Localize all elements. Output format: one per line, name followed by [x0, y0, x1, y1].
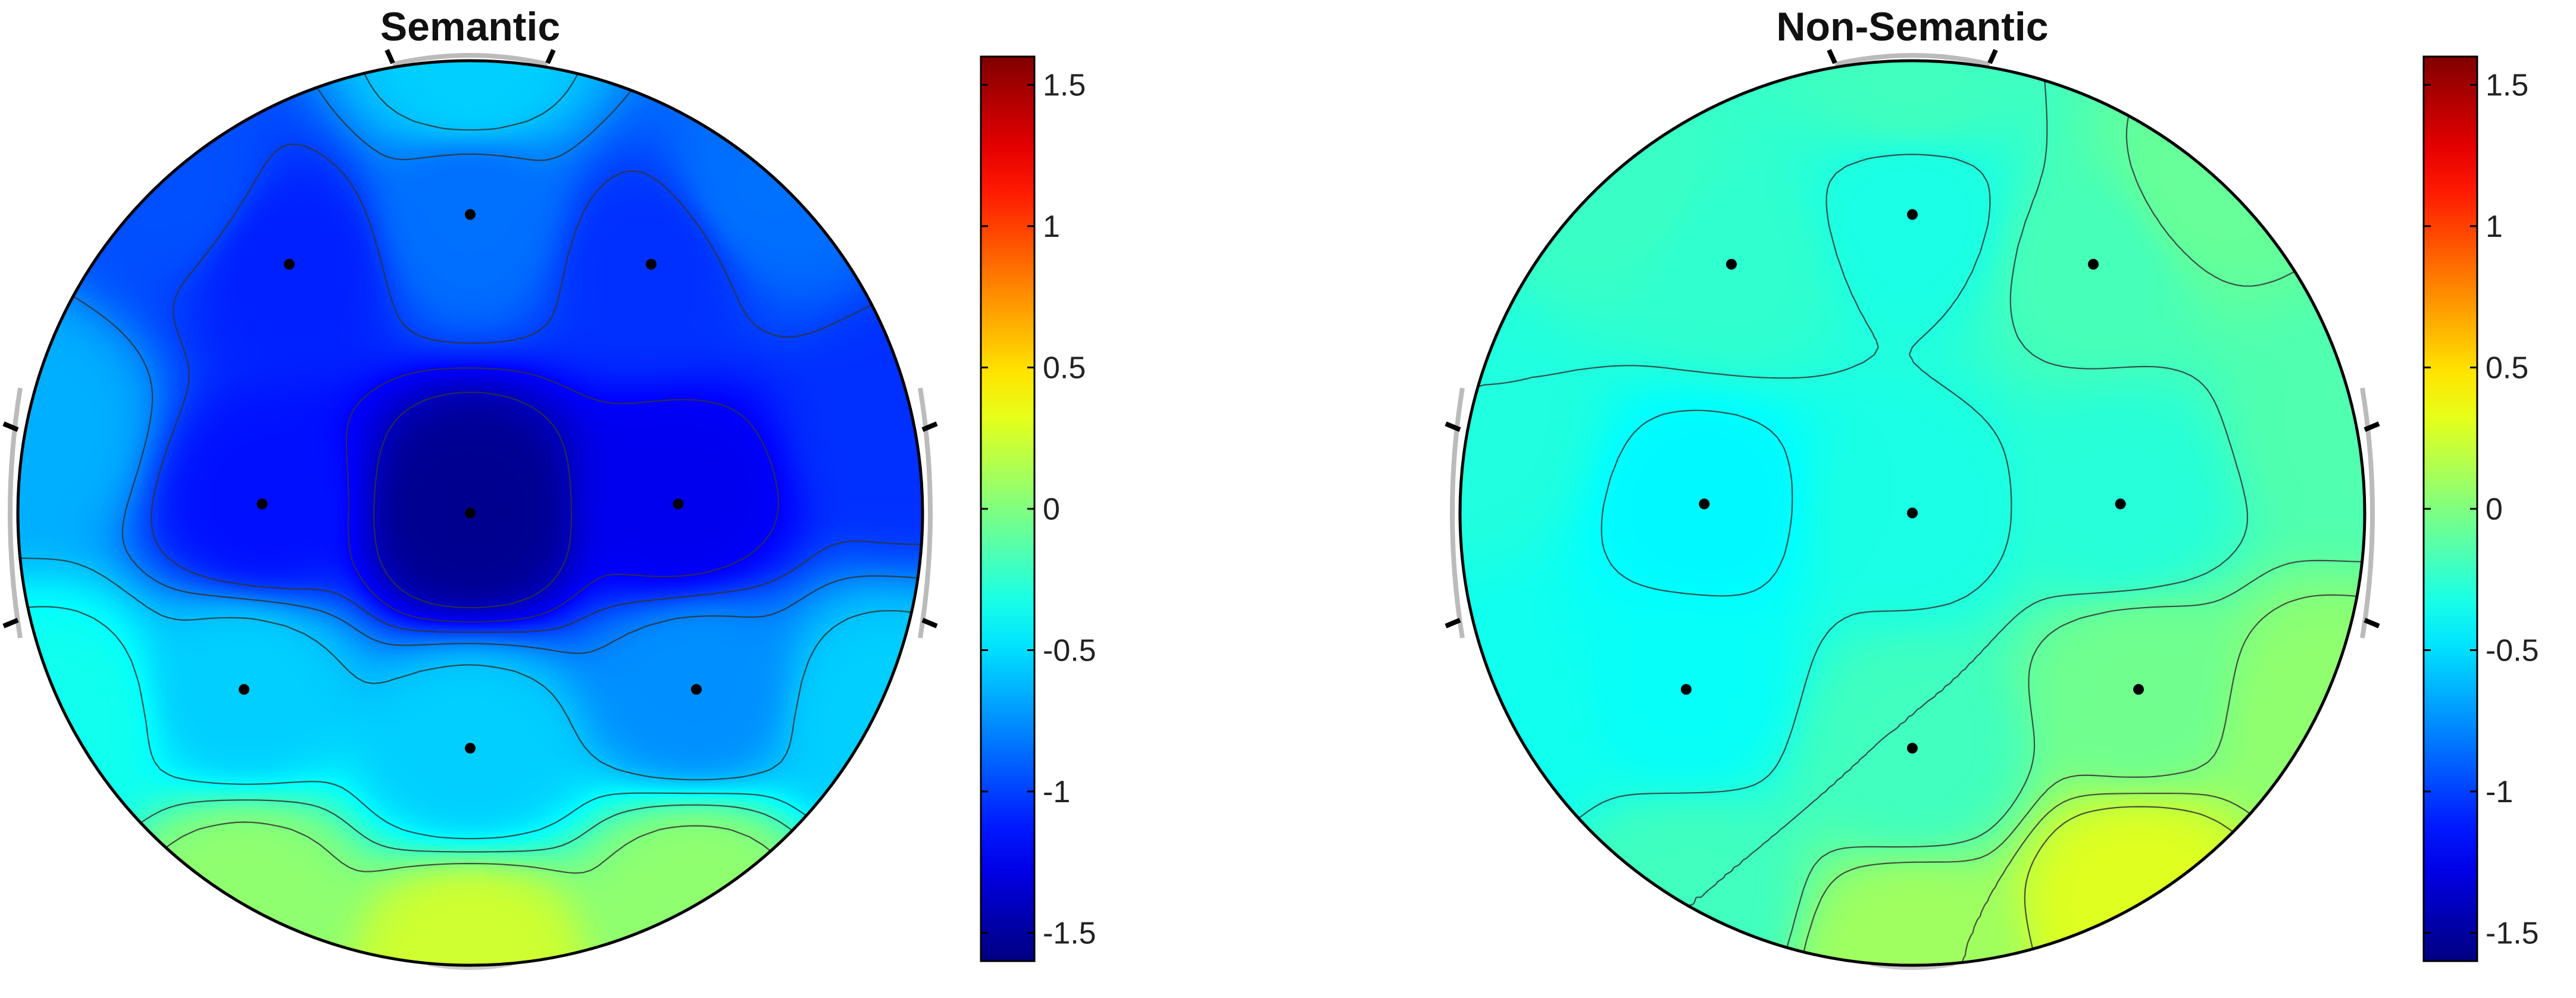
head-tick	[1445, 618, 1461, 628]
head-tick	[2364, 618, 2380, 628]
head-tick	[921, 421, 938, 432]
electrode-marker	[465, 508, 476, 518]
non-semantic-topomap	[1458, 59, 2366, 967]
semantic-colorbar: 1.5 1 0.5 0 -0.5 -1 -1.5	[980, 55, 1096, 962]
colorbar-tick-label: 0.5	[2486, 351, 2528, 386]
electrode-marker	[284, 259, 295, 270]
contour-line	[1460, 154, 2012, 909]
colorbar-gradient	[2422, 55, 2478, 962]
head-circle	[16, 59, 924, 967]
electrode-marker	[2115, 498, 2126, 509]
colorbar-tick-label: 0.5	[1043, 351, 1086, 386]
left-ear	[8, 387, 23, 639]
head-tick	[2364, 421, 2380, 432]
semantic-panel: Semantic 1.5 1 0.5 0 -0.5 -1 -1.5	[2, 4, 1096, 970]
non-semantic-panel: Non-Semantic 1.5 1 0.5 0 -0.5 -1 -1.5	[1445, 4, 2539, 970]
head-tick	[384, 49, 395, 64]
colorbar-tick-label: -1	[2486, 775, 2513, 809]
head-tick	[545, 49, 556, 64]
head-outline	[1445, 49, 2380, 970]
colorbar-tick-label: -1	[1043, 775, 1070, 809]
contour-lines	[18, 61, 923, 965]
head-outline	[2, 49, 938, 970]
electrode-marker	[1907, 209, 1918, 220]
chin	[1870, 962, 1955, 970]
colorbar-tick-label: 1.5	[1043, 68, 1086, 103]
nose	[392, 53, 548, 67]
electrode-marker	[673, 498, 684, 509]
electrode-marker	[2133, 684, 2144, 695]
electrode-marker	[1726, 259, 1737, 270]
colorbar-tick-label: 1.5	[2486, 68, 2528, 103]
colorbar-tick-label: 0	[1043, 492, 1060, 527]
nose	[1834, 53, 1990, 67]
right-ear	[918, 387, 933, 639]
non-semantic-colorbar: 1.5 1 0.5 0 -0.5 -1 -1.5	[2422, 55, 2539, 962]
electrode-marker	[1907, 508, 1918, 518]
right-ear	[2360, 387, 2375, 639]
electrode-marker	[2088, 259, 2099, 270]
head-tick	[1827, 49, 1837, 64]
colorbar-tick-label: -1.5	[1043, 916, 1096, 951]
head-tick	[1987, 49, 1998, 64]
electrode-marker	[1907, 743, 1918, 754]
semantic-topomap	[16, 59, 924, 967]
colorbar-tick-label: -1.5	[2486, 916, 2539, 951]
head-circle	[1458, 59, 2366, 967]
contour-line	[151, 143, 923, 633]
colorbar-tick-label: -0.5	[1043, 634, 1096, 668]
chin	[428, 962, 512, 970]
head-tick	[2, 421, 19, 432]
head-tick	[2, 618, 19, 628]
left-ear	[1450, 387, 1465, 639]
head-tick	[1445, 421, 1461, 432]
electrode-marker	[691, 684, 702, 695]
colorbar-tick-label: -0.5	[2486, 634, 2539, 668]
colorbar-tick-label: 1	[1043, 209, 1060, 244]
electrode-marker	[1681, 684, 1692, 695]
semantic-title: Semantic	[380, 4, 560, 49]
electrode-marker	[1699, 498, 1710, 509]
contour-line	[1600, 409, 1793, 597]
contour-line	[345, 367, 779, 622]
head-tick	[921, 618, 938, 628]
colorbar-tick-label: 1	[2486, 209, 2503, 244]
electrode-marker	[465, 209, 476, 220]
electrode-marker	[239, 684, 249, 695]
electrode-marker	[257, 498, 268, 509]
colorbar-tick-label: 0	[2486, 492, 2503, 527]
electrode-marker	[465, 743, 476, 754]
colorbar-gradient	[980, 55, 1036, 962]
electrode-marker	[646, 259, 656, 270]
contour-line	[1800, 594, 2365, 965]
non-semantic-title: Non-Semantic	[1776, 4, 2048, 49]
contour-line	[373, 392, 573, 609]
